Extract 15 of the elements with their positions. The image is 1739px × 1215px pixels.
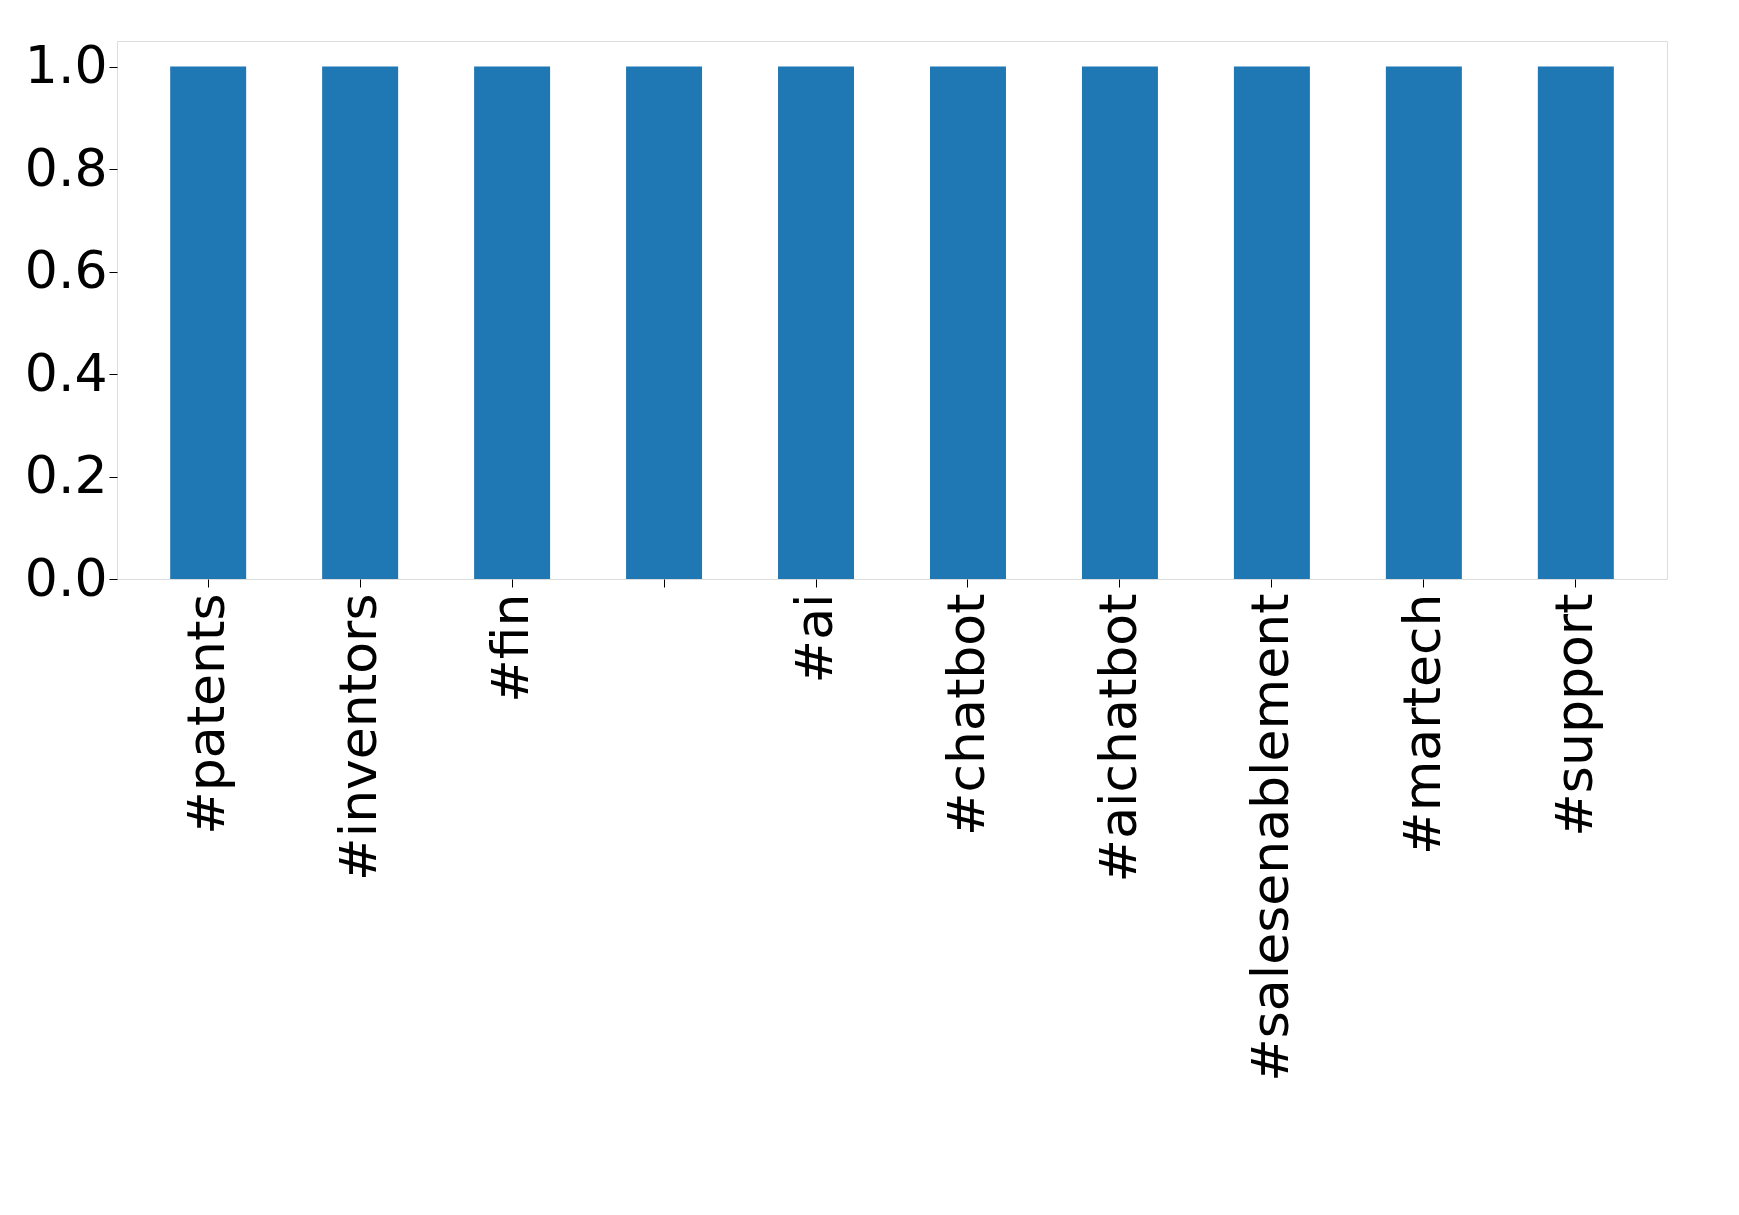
x-tick-label: #fin	[480, 593, 541, 703]
x-tick-label: #chatbot	[935, 593, 996, 837]
y-tick-label: 0.0	[24, 547, 108, 608]
x-tick-label: #inventors	[328, 593, 389, 881]
y-tick-label: 0.4	[24, 342, 108, 403]
x-tick-label: #ai	[784, 593, 845, 684]
x-tick-label: #salesenablement	[1239, 593, 1300, 1082]
x-tick-label: #aichatbot	[1087, 593, 1148, 883]
x-tick-label: #martech	[1391, 593, 1452, 855]
y-tick-label: 0.8	[24, 137, 108, 198]
y-tick-label: 0.6	[24, 240, 108, 301]
y-tick-label: 0.2	[24, 445, 108, 506]
x-tick-label: #patents	[176, 593, 237, 835]
x-tick-label: #support	[1543, 593, 1604, 837]
y-tick-label: 1.0	[24, 35, 108, 96]
